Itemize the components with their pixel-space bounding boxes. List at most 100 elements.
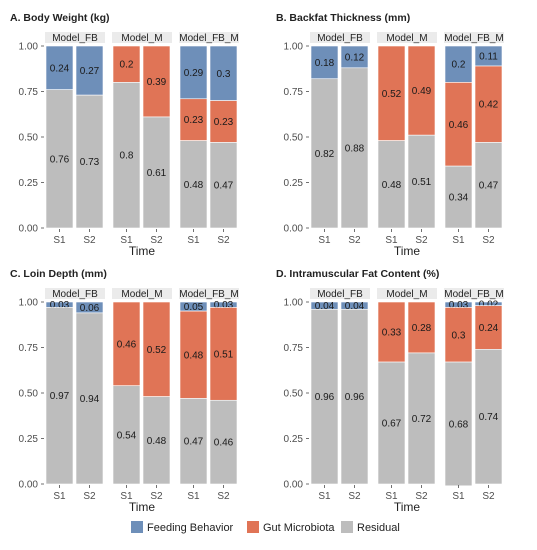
x-tick-label: S1 [318, 491, 331, 502]
facet-label: Model_FB_M [444, 289, 503, 300]
data-label: 0.04 [345, 301, 365, 312]
facet-strip [377, 32, 437, 43]
x-tick-label: S1 [53, 491, 66, 502]
data-label: 0.06 [80, 303, 100, 314]
bar-segment-residual [209, 399, 238, 485]
x-axis-title: Time [394, 244, 421, 258]
facet-label: Model_M [386, 289, 427, 300]
bar-segment-gut-microbiota [377, 45, 406, 141]
data-label: 0.96 [315, 392, 335, 403]
data-label: 0.03 [214, 300, 234, 311]
x-tick-label: S2 [83, 235, 96, 246]
x-tick-label: S2 [217, 491, 230, 502]
data-label: 0.29 [184, 68, 204, 79]
facet-label: Model_M [121, 33, 162, 44]
data-label: 0.48 [184, 350, 204, 361]
data-label: 0.72 [412, 414, 432, 425]
data-label: 0.42 [479, 100, 499, 111]
data-label: 0.03 [50, 300, 70, 311]
bar-segment-gut-microbiota [474, 305, 503, 350]
facet-model-fb: Model_FB0.03 0.97 S1 0.06 0.94 S2 [45, 288, 105, 502]
facet-label: Model_FB [317, 289, 363, 300]
y-tick-label: 0.50 [284, 133, 304, 144]
facet-model-fb-m: Model_FB_M 0.29 0.23 0.48 S1 0.3 0.23 0.47 S2 [179, 32, 239, 246]
bar-segment-gut-microbiota [407, 45, 436, 136]
data-label: 0.82 [315, 149, 335, 160]
bar-segment-gut-microbiota [142, 301, 171, 397]
legend: Feeding Behavior Gut Microbiota Residual [131, 521, 400, 534]
data-label: 0.49 [412, 86, 432, 97]
data-label: 0.76 [50, 154, 70, 165]
data-label: 0.05 [184, 302, 204, 313]
panel-title: D. Intramuscular Fat Content (%) [276, 268, 439, 280]
bar-segment-residual [179, 398, 208, 485]
bar-segment-residual [474, 142, 503, 229]
data-label: 0.47 [214, 181, 234, 192]
facet-label: Model_FB [317, 33, 363, 44]
bar-segment-residual [112, 82, 141, 229]
bar-segment-residual [407, 352, 436, 485]
data-label: 0.34 [449, 193, 469, 204]
data-label: 0.04 [315, 301, 335, 312]
y-tick-label: 1.00 [19, 42, 39, 53]
data-label: 0.11 [479, 52, 498, 63]
data-label: 0.48 [184, 180, 204, 191]
x-tick-label: S2 [415, 235, 428, 246]
bar-segment-residual [377, 361, 406, 485]
y-tick-label: 1.00 [19, 298, 39, 309]
y-tick-label: 1.00 [284, 42, 304, 53]
data-label: 0.48 [147, 436, 167, 447]
facet-model-m: Model_M 0.52 0.48 S1 0.49 0.51 S2 [377, 32, 437, 246]
y-tick-label: 0.25 [19, 178, 39, 189]
facet-strip [45, 288, 105, 299]
data-label: 0.51 [412, 177, 432, 188]
x-tick-label: S2 [217, 235, 230, 246]
y-tick-label: 0.25 [284, 178, 304, 189]
x-tick-label: S1 [385, 235, 398, 246]
x-tick-label: S1 [385, 491, 398, 502]
bar-segment-residual [75, 94, 104, 229]
chart-panel-1: A. Body Weight (kg) 0.00 0.25 0.50 0.75 1.00 M… [10, 12, 239, 258]
facet-model-fb-m: Model_FB_M0.03 0.3 0.68 S1 0.02 0.24 0.74 S2 [444, 288, 504, 502]
data-label: 0.48 [382, 180, 402, 191]
x-tick-label: S2 [415, 491, 428, 502]
data-label: 0.02 [479, 299, 499, 310]
data-label: 0.24 [50, 63, 70, 74]
x-tick-label: S1 [120, 491, 133, 502]
y-tick-label: 0.25 [19, 434, 39, 445]
panel-title: C. Loin Depth (mm) [10, 268, 107, 280]
data-label: 0.28 [412, 323, 432, 334]
y-tick-label: 0.25 [284, 434, 304, 445]
bar-segment-gut-microbiota [377, 301, 406, 363]
y-tick-label: 0.00 [284, 480, 304, 491]
facet-model-m: Model_M 0.33 0.67 S1 0.28 0.72 S2 [377, 288, 437, 502]
data-label: 0.67 [382, 419, 402, 430]
facet-strip [45, 32, 105, 43]
facet-strip [310, 32, 370, 43]
legend-label: Gut Microbiota [263, 522, 335, 534]
bar-segment-gut-microbiota [179, 98, 208, 141]
facet-strip [310, 288, 370, 299]
y-tick-label: 0.00 [19, 224, 39, 235]
y-tick-label: 0.50 [19, 389, 39, 400]
data-label: 0.47 [184, 437, 204, 448]
facet-strip [444, 32, 504, 43]
x-tick-label: S2 [482, 491, 495, 502]
bar-segment-gut-microbiota [209, 100, 238, 143]
facet-strip [179, 288, 239, 299]
facet-label: Model_FB [52, 289, 98, 300]
data-label: 0.94 [80, 394, 100, 405]
data-label: 0.39 [147, 77, 167, 88]
facet-label: Model_FB_M [179, 33, 238, 44]
x-tick-label: S2 [348, 235, 361, 246]
x-tick-label: S2 [482, 235, 495, 246]
data-label: 0.2 [120, 60, 134, 71]
data-label: 0.03 [449, 300, 469, 311]
x-tick-label: S2 [150, 235, 163, 246]
x-tick-label: S2 [83, 491, 96, 502]
bar-segment-residual [75, 312, 104, 485]
facet-strip [377, 288, 437, 299]
data-label: 0.52 [147, 345, 167, 356]
data-label: 0.73 [80, 157, 100, 168]
